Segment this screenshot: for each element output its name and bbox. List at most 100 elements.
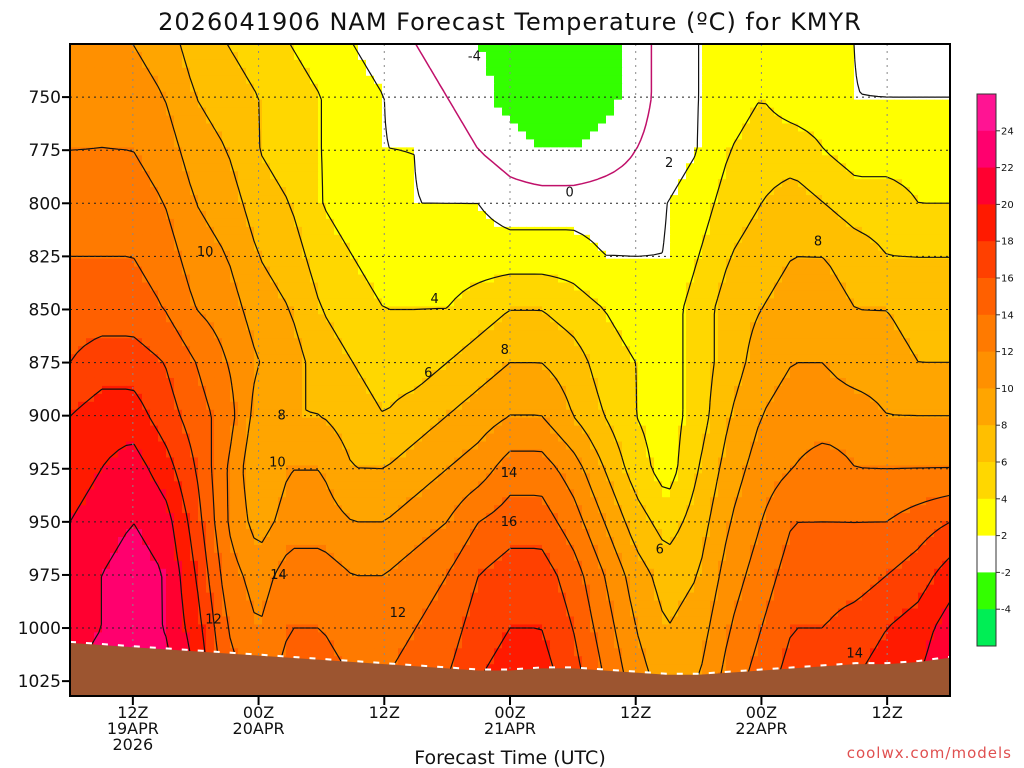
heatmap-cell <box>878 59 887 69</box>
heatmap-cell <box>558 59 567 69</box>
heatmap-cell <box>870 107 879 117</box>
heatmap-cell <box>166 83 175 93</box>
heatmap-cell <box>310 377 319 387</box>
heatmap-cell <box>270 44 279 53</box>
heatmap-cell <box>678 346 687 355</box>
heatmap-cell <box>766 393 775 403</box>
heatmap-cell <box>678 75 687 85</box>
heatmap-cell <box>750 115 759 125</box>
heatmap-cell <box>198 322 207 331</box>
heatmap-cell <box>934 322 943 331</box>
heatmap-cell <box>566 234 575 244</box>
heatmap-cell <box>214 226 223 236</box>
heatmap-cell <box>774 131 783 141</box>
heatmap-cell <box>510 282 519 292</box>
heatmap-cell <box>518 195 527 204</box>
heatmap-cell <box>462 393 471 403</box>
heatmap-cell <box>878 218 887 228</box>
heatmap-cell <box>102 139 111 148</box>
heatmap-cell <box>854 346 863 355</box>
heatmap-cell <box>118 91 127 101</box>
heatmap-cell <box>478 250 487 260</box>
heatmap-cell <box>150 290 159 300</box>
heatmap-cell <box>438 131 447 141</box>
heatmap-cell <box>94 210 103 220</box>
heatmap-cell <box>726 330 735 339</box>
heatmap-cell <box>742 377 751 387</box>
heatmap-cell <box>814 115 823 125</box>
heatmap-cell <box>710 370 719 379</box>
heatmap-cell <box>350 258 359 268</box>
heatmap-cell <box>782 250 791 260</box>
heatmap-cell <box>566 274 575 284</box>
heatmap-cell <box>774 155 783 164</box>
heatmap-cell <box>726 107 735 117</box>
heatmap-cell <box>158 362 167 371</box>
heatmap-cell <box>390 210 399 220</box>
heatmap-cell <box>662 234 671 244</box>
heatmap-cell <box>910 306 919 315</box>
heatmap-cell <box>446 163 455 172</box>
heatmap-cell <box>318 59 327 69</box>
heatmap-cell <box>510 123 519 133</box>
heatmap-cell <box>342 115 351 125</box>
heatmap-cell <box>286 123 295 133</box>
heatmap-cell <box>598 203 607 212</box>
heatmap-cell <box>110 226 119 236</box>
heatmap-cell <box>830 210 839 220</box>
heatmap-cell <box>142 385 151 395</box>
heatmap-cell <box>942 362 950 371</box>
heatmap-cell <box>678 377 687 387</box>
heatmap-cell <box>334 290 343 300</box>
heatmap-cell <box>446 218 455 228</box>
heatmap-cell <box>70 187 79 196</box>
heatmap-cell <box>270 370 279 379</box>
heatmap-cell <box>366 370 375 379</box>
heatmap-cell <box>574 362 583 371</box>
heatmap-cell <box>766 83 775 93</box>
heatmap-cell <box>262 385 271 395</box>
heatmap-cell <box>390 298 399 307</box>
heatmap-cell <box>646 115 655 125</box>
heatmap-cell <box>486 385 495 395</box>
heatmap-cell <box>646 163 655 172</box>
heatmap-cell <box>582 203 591 212</box>
heatmap-cell <box>606 282 615 292</box>
heatmap-cell <box>446 298 455 307</box>
heatmap-cell <box>926 163 935 172</box>
heatmap-cell <box>870 346 879 355</box>
heatmap-cell <box>206 354 215 363</box>
heatmap-cell <box>494 147 503 156</box>
heatmap-cell <box>150 354 159 363</box>
heatmap-cell <box>286 314 295 323</box>
heatmap-cell <box>246 99 255 109</box>
heatmap-cell <box>310 266 319 276</box>
heatmap-cell <box>118 210 127 220</box>
heatmap-cell <box>606 242 615 252</box>
heatmap-cell <box>606 210 615 220</box>
heatmap-cell <box>206 171 215 180</box>
heatmap-cell <box>670 322 679 331</box>
heatmap-cell <box>86 147 95 156</box>
heatmap-cell <box>166 123 175 133</box>
heatmap-cell <box>318 131 327 141</box>
heatmap-cell <box>238 163 247 172</box>
heatmap-cell <box>222 44 231 53</box>
heatmap-cell <box>454 91 463 101</box>
heatmap-cell <box>886 67 895 77</box>
heatmap-cell <box>454 163 463 172</box>
heatmap-cell <box>270 91 279 101</box>
heatmap-cell <box>302 99 311 109</box>
heatmap-cell <box>590 362 599 371</box>
heatmap-cell <box>118 322 127 331</box>
heatmap-cell <box>494 179 503 188</box>
heatmap-cell <box>678 385 687 395</box>
heatmap-cell <box>238 139 247 148</box>
heatmap-cell <box>718 250 727 260</box>
heatmap-cell <box>190 155 199 164</box>
heatmap-cell <box>558 123 567 133</box>
heatmap-cell <box>342 123 351 133</box>
heatmap-cell <box>582 346 591 355</box>
heatmap-cell <box>470 203 479 212</box>
heatmap-cell <box>270 306 279 315</box>
